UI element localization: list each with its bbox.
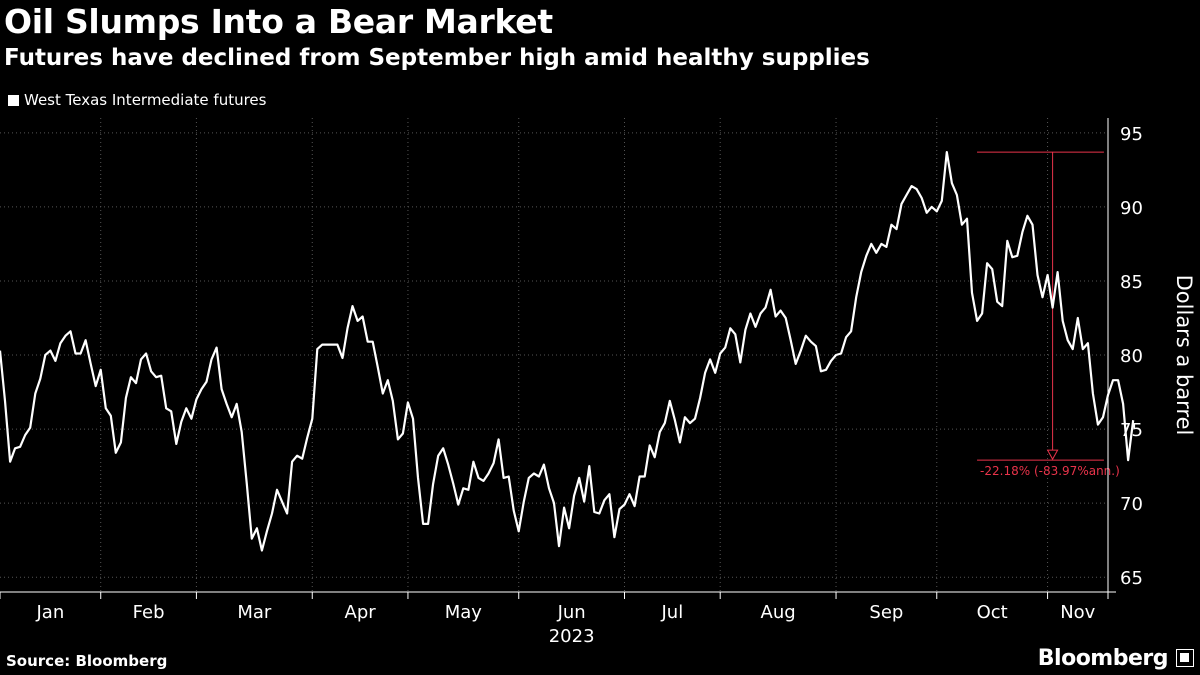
legend: West Texas Intermediate futures bbox=[8, 91, 266, 109]
x-tick-label-jul: Jul bbox=[660, 602, 683, 623]
y-tick-label-85: 85 bbox=[1120, 272, 1143, 293]
x-tick-label-mar: Mar bbox=[237, 602, 272, 623]
series-line-wti bbox=[0, 151, 1135, 552]
legend-swatch bbox=[8, 94, 19, 106]
y-tick-label-70: 70 bbox=[1120, 494, 1143, 515]
x-tick-label-sep: Sep bbox=[869, 602, 903, 623]
annotation-label: -22.18% (-83.97%ann.) bbox=[980, 464, 1120, 478]
x-tick-label-apr: Apr bbox=[345, 602, 377, 623]
chart-title: Oil Slumps Into a Bear Market bbox=[4, 2, 553, 41]
x-axis-year-label: 2023 bbox=[549, 626, 595, 647]
x-tick-label-aug: Aug bbox=[761, 602, 796, 623]
x-tick-label-may: May bbox=[445, 602, 483, 623]
chart-subtitle: Futures have declined from September hig… bbox=[4, 45, 870, 71]
y-tick-label-80: 80 bbox=[1120, 346, 1143, 367]
x-axis-ticks bbox=[0, 592, 1109, 599]
brand-logo: Bloomberg bbox=[1037, 646, 1169, 671]
y-gridlines bbox=[0, 132, 1108, 578]
x-tick-label-feb: Feb bbox=[133, 602, 165, 623]
y-axis-title: Dollars a barrel bbox=[1172, 275, 1196, 436]
x-gridlines bbox=[100, 118, 1049, 592]
annotation-arrow-icon bbox=[1046, 449, 1059, 461]
x-tick-label-jan: Jan bbox=[35, 602, 64, 623]
legend-label: West Texas Intermediate futures bbox=[24, 91, 267, 109]
brand-badge-icon bbox=[1176, 649, 1194, 667]
drawdown-annotation: -22.18% (-83.97%ann.) bbox=[977, 151, 1120, 478]
x-axis-labels: Jan Feb Mar Apr May Jun Jul Aug Sep Oct Nov bbox=[35, 602, 1095, 623]
x-tick-label-jun: Jun bbox=[557, 602, 586, 623]
x-tick-label-oct: Oct bbox=[977, 602, 1008, 623]
y-tick-label-90: 90 bbox=[1120, 198, 1143, 219]
y-tick-label-65: 65 bbox=[1120, 568, 1143, 589]
source-note: Source: Bloomberg bbox=[6, 652, 168, 670]
y-tick-label-95: 95 bbox=[1120, 124, 1143, 145]
x-tick-label-nov: Nov bbox=[1060, 602, 1095, 623]
